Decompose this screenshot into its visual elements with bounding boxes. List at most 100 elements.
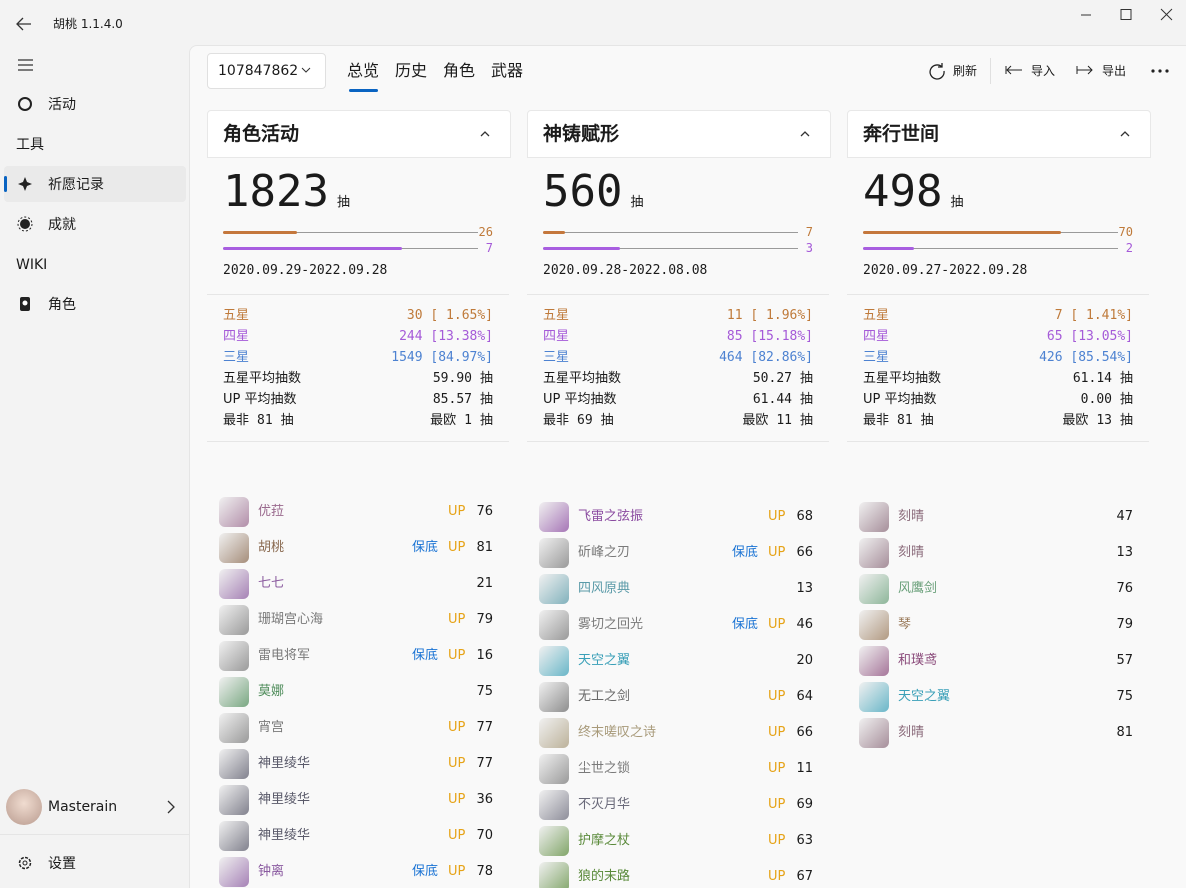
rarity-label: 三星 xyxy=(543,350,570,365)
nav-section: WIKI xyxy=(16,257,48,273)
toolbar-action[interactable]: 导入 xyxy=(1031,64,1056,78)
stat-value: 61.44 抽 xyxy=(753,391,813,409)
stat-label: UP 平均抽数 xyxy=(863,392,937,407)
rarity-value: 7 [ 1.41%] xyxy=(1054,308,1133,323)
item-count: 77 xyxy=(476,756,493,771)
item-icon xyxy=(219,533,249,563)
user-name[interactable]: Masterain xyxy=(48,799,118,815)
extreme-value: 13 xyxy=(1096,413,1112,428)
item-icon xyxy=(539,646,569,676)
pity-bar xyxy=(543,247,620,250)
guarantee-tag: 保底 xyxy=(412,648,439,663)
tab[interactable]: 历史 xyxy=(395,61,428,80)
uid-dropdown[interactable] xyxy=(207,53,326,89)
extreme-stat: 最欧 13 抽 xyxy=(1062,412,1133,430)
item-count: 75 xyxy=(1116,689,1133,704)
item-icon xyxy=(539,682,569,712)
rarity-value: 11 [ 1.96%] xyxy=(726,308,813,323)
total-count: 1823 xyxy=(223,166,329,217)
item-name: 莫娜 xyxy=(258,684,285,699)
more-button[interactable] xyxy=(1150,68,1170,74)
item-count: 75 xyxy=(476,684,493,699)
item-name: 刻晴 xyxy=(898,509,925,524)
item-name: 天空之翼 xyxy=(578,653,631,668)
back-button[interactable] xyxy=(14,16,34,32)
item-name: 尘世之锁 xyxy=(578,761,631,776)
toolbar-action[interactable]: 刷新 xyxy=(953,64,978,78)
item-icon xyxy=(219,821,249,851)
extreme-unit: 抽 xyxy=(920,413,934,428)
item-count: 79 xyxy=(1116,617,1133,632)
extreme-label: 最非 xyxy=(863,413,890,428)
item-icon xyxy=(859,502,889,532)
total-count: 560 xyxy=(543,166,623,217)
toolbar-action[interactable]: 导出 xyxy=(1102,64,1127,78)
collapse-chevron[interactable] xyxy=(479,129,491,139)
item-icon xyxy=(539,502,569,532)
guarantee-tag: 保底 xyxy=(412,864,439,879)
stat-label: 五星平均抽数 xyxy=(543,371,622,386)
stat-label: 五星平均抽数 xyxy=(223,371,302,386)
dropdown-chevron xyxy=(301,67,311,73)
rarity-label: 五星 xyxy=(223,308,250,323)
tab[interactable]: 总览 xyxy=(347,61,380,80)
nav-wish[interactable]: 祈愿记录 xyxy=(48,177,104,193)
rarity-label: 三星 xyxy=(223,350,250,365)
stat-label: UP 平均抽数 xyxy=(543,392,617,407)
up-tag: UP xyxy=(768,725,786,740)
item-count: 13 xyxy=(1116,545,1133,560)
nav-character[interactable]: 角色 xyxy=(48,297,76,313)
card-title: 奔行世间 xyxy=(863,123,940,145)
up-tag: UP xyxy=(448,504,466,519)
up-tag: UP xyxy=(768,797,786,812)
tab[interactable]: 角色 xyxy=(443,61,476,80)
menu-button[interactable] xyxy=(17,58,35,72)
item-name: 神里绫华 xyxy=(258,756,311,771)
pity-label: 2 xyxy=(1125,241,1133,255)
up-tag: UP xyxy=(448,720,466,735)
collapse-chevron[interactable] xyxy=(1119,129,1131,139)
up-tag: UP xyxy=(768,689,786,704)
up-tag: UP xyxy=(448,540,466,555)
total-unit: 抽 xyxy=(630,195,644,210)
item-icon xyxy=(539,538,569,568)
tab[interactable]: 武器 xyxy=(491,61,524,80)
guarantee-tag: 保底 xyxy=(732,545,759,560)
collapse-chevron[interactable] xyxy=(799,129,811,139)
item-count: 76 xyxy=(476,504,493,519)
extreme-unit: 抽 xyxy=(1119,413,1133,428)
pity-bar xyxy=(543,231,566,234)
item-name: 珊瑚宫心海 xyxy=(258,612,324,627)
nav-settings[interactable]: 设置 xyxy=(48,856,76,872)
card-header xyxy=(207,110,511,158)
extreme-unit: 抽 xyxy=(479,413,493,428)
total-unit: 抽 xyxy=(950,195,964,210)
up-tag: UP xyxy=(448,612,466,627)
item-count: 66 xyxy=(796,725,813,740)
item-count: 81 xyxy=(476,540,493,555)
divider xyxy=(0,834,189,835)
item-count: 57 xyxy=(1116,653,1133,668)
item-name: 胡桃 xyxy=(258,540,285,555)
extreme-label: 最欧 xyxy=(430,413,457,428)
stat-value: 61.14 抽 xyxy=(1073,370,1133,388)
item-name: 优菈 xyxy=(258,504,285,519)
summary-card: 奔行世间 498 抽 70 2 2020.09.27-2022.09.28 五星 7 [ 1.… xyxy=(847,110,1151,888)
item-name: 刻晴 xyxy=(898,545,925,560)
export-icon xyxy=(1076,65,1093,75)
nav-achievement[interactable]: 成就 xyxy=(48,217,76,233)
extreme-value: 11 xyxy=(776,413,792,428)
item-name: 宵宫 xyxy=(258,720,285,735)
nav-activity[interactable]: 活动 xyxy=(48,97,76,113)
item-name: 四风原典 xyxy=(578,581,631,596)
extreme-label: 最欧 xyxy=(742,413,769,428)
item-count: 69 xyxy=(796,797,813,812)
extreme-unit: 抽 xyxy=(280,413,294,428)
stat-value: 50.27 抽 xyxy=(753,370,813,388)
item-icon xyxy=(859,538,889,568)
pity-label: 7 xyxy=(485,241,493,255)
item-name: 雾切之回光 xyxy=(578,617,644,632)
window-controls[interactable] xyxy=(1070,0,1186,30)
item-name: 钟离 xyxy=(258,864,285,879)
